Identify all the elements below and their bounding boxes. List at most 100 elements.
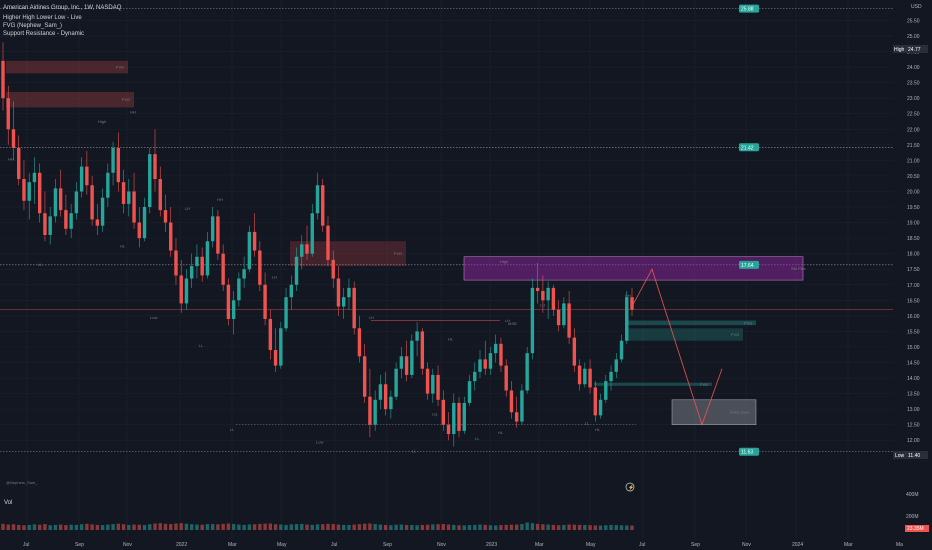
volume-bars xyxy=(1,522,634,530)
candle-body xyxy=(11,129,16,148)
candle-body xyxy=(572,337,577,366)
volume-bar xyxy=(488,525,493,530)
candle-body xyxy=(604,381,608,400)
volume-tick-400: 400M xyxy=(906,492,919,498)
volume-bar xyxy=(79,524,84,530)
zone-label: Entry Zone xyxy=(730,410,750,415)
y-tick-label: 18.00 xyxy=(907,252,920,258)
x-tick-label: Mar xyxy=(228,542,237,548)
candle-body xyxy=(525,353,529,391)
symbol-title[interactable]: American Airlines Group, Inc., 1W, NASDA… xyxy=(3,5,122,11)
volume-bar xyxy=(598,525,603,530)
candle-body xyxy=(530,287,535,354)
indicator-fvg[interactable]: FVG (Nephew_Sam_) xyxy=(3,23,62,29)
volume-bar xyxy=(6,524,10,530)
candle-body xyxy=(347,287,351,298)
candle-body xyxy=(195,256,199,267)
swing-label: HL xyxy=(498,430,504,435)
volume-bar xyxy=(132,524,136,530)
volume-bar xyxy=(268,523,273,530)
price-axis[interactable] xyxy=(893,0,932,538)
candle-body xyxy=(158,179,162,211)
swing-label: LL xyxy=(230,427,235,432)
volume-bar xyxy=(106,524,110,530)
candle-body xyxy=(37,172,42,214)
volume-bar xyxy=(231,524,236,530)
candle-body xyxy=(399,356,404,369)
volume-bar xyxy=(483,524,487,530)
candle-body xyxy=(556,309,561,326)
projection-path: HH High HH LH HL HH LL LH LL Low Low LL LH LL HL LL LL HL… xyxy=(8,110,723,454)
volume-bar xyxy=(556,525,561,530)
volume-bar xyxy=(64,525,68,530)
candle-body xyxy=(583,368,587,385)
candle-body xyxy=(625,297,629,341)
candle-body xyxy=(609,371,613,382)
volume-bar xyxy=(58,524,63,530)
candle-body xyxy=(577,365,582,385)
x-tick-label: Sep xyxy=(691,542,700,548)
low-badge: Low 11.40 xyxy=(893,451,928,459)
price-tag-label: 11.63 xyxy=(741,450,753,456)
candle-body xyxy=(247,231,252,270)
candle-body xyxy=(300,244,304,257)
svg-text:Low: Low xyxy=(895,453,905,459)
volume-bar xyxy=(127,524,131,530)
swing-label: HH xyxy=(625,293,631,298)
swing-label: High xyxy=(98,119,106,124)
candle-body xyxy=(27,182,31,201)
volume-bar xyxy=(216,524,220,530)
candle-body xyxy=(237,278,241,301)
volume-bar xyxy=(85,523,89,530)
candle-body xyxy=(200,256,204,276)
candle-body xyxy=(331,259,335,279)
candle-body xyxy=(58,188,63,211)
volume-bar xyxy=(514,524,519,530)
candle-body xyxy=(431,374,435,394)
y-tick-label: 23.00 xyxy=(907,96,920,102)
volume-bar xyxy=(210,524,215,530)
projection-line xyxy=(631,268,723,426)
x-tick-label: May xyxy=(277,542,287,548)
swing-label: MSB xyxy=(508,321,517,326)
swing-label: LL xyxy=(199,343,204,348)
x-tick-label: Sep xyxy=(75,542,84,548)
candle-body xyxy=(410,340,414,375)
candle-body xyxy=(273,350,278,366)
volume-bar xyxy=(373,524,377,530)
volume-bar xyxy=(499,525,503,530)
candle-body xyxy=(514,412,519,422)
swing-label: LH xyxy=(505,318,510,323)
candle-body xyxy=(69,213,73,229)
y-tick-label: 21.50 xyxy=(907,143,920,149)
volume-bar xyxy=(452,524,456,530)
zone-label: FVG xyxy=(744,320,752,325)
candle-body xyxy=(452,402,456,435)
volume-bar xyxy=(431,524,435,530)
candle-body xyxy=(588,368,592,388)
volume-bar xyxy=(604,525,608,530)
y-tick-label: 24.00 xyxy=(907,65,920,71)
x-tick-label: 2022 xyxy=(176,542,187,548)
candle-body xyxy=(614,359,618,372)
candle-body xyxy=(551,287,556,310)
indicator-hhll[interactable]: Higher High Lower Low - Live xyxy=(3,15,82,21)
volume-bar xyxy=(467,525,472,530)
svg-text:High: High xyxy=(894,47,905,53)
volume-bar xyxy=(368,523,372,530)
swing-label: LH xyxy=(185,206,190,211)
candle-body xyxy=(362,356,367,397)
candle-body xyxy=(415,331,419,341)
candle-body xyxy=(504,365,508,391)
candle-body xyxy=(546,287,550,301)
volume-label[interactable]: Vol xyxy=(4,500,12,506)
volume-bar xyxy=(205,524,210,530)
alert-icon[interactable] xyxy=(625,482,635,492)
candle-body xyxy=(457,402,461,431)
indicator-sr[interactable]: Support Resistance - Dynamic xyxy=(3,31,84,37)
swing-label: HH xyxy=(8,156,14,161)
candle-body xyxy=(373,399,377,425)
volume-bar xyxy=(258,523,262,530)
